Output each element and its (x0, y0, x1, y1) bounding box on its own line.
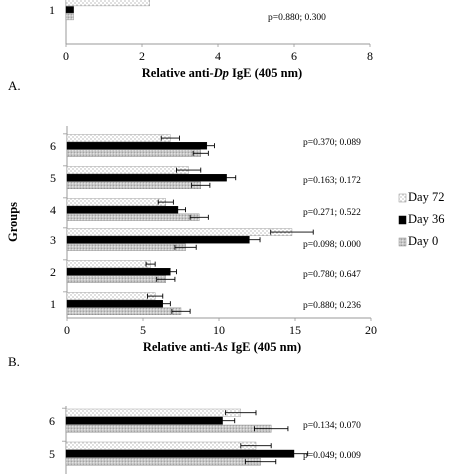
group-label-6: 6 (50, 139, 56, 153)
group-label-5: 5 (49, 447, 55, 461)
bar-day-72-group-3 (66, 228, 293, 236)
x-tick-label-15: 15 (289, 323, 301, 337)
x-axis-label-part: Relative anti- (143, 340, 215, 354)
x-axis-label-part: IgE (405 nm) (228, 340, 301, 354)
legend-label-day-36: Day 36 (408, 212, 444, 226)
bar-day-72-group-2 (66, 260, 151, 268)
bar-day-72-group-6 (66, 134, 171, 142)
bar-day-0-group-3 (66, 243, 186, 252)
bar-day-36-group-5 (65, 449, 295, 458)
bar-day-0-group-5 (65, 457, 261, 466)
bar-day-36-group-6 (65, 416, 223, 425)
p-value-group-2: p=0.780; 0.647 (303, 270, 361, 280)
bar-day-72-group-5 (66, 166, 189, 174)
group-label-1: 1 (49, 3, 55, 17)
bar-day-72-group-1 (65, 0, 150, 7)
p-value-group-5: p=0.049; 0.009 (303, 451, 361, 461)
bar-day-36-group-2 (66, 268, 171, 276)
bar-day-36-group-3 (66, 235, 250, 244)
bar-day-0-group-6 (66, 149, 201, 158)
legend: Day 72 Day 36 Day 0 (398, 190, 444, 248)
group-label-4: 4 (50, 203, 56, 217)
legend-swatch-day-36 (398, 215, 407, 225)
bar-day-0-group-6 (65, 424, 272, 433)
x-tick-label-8: 8 (367, 49, 373, 63)
x-tick-label-6: 6 (291, 49, 297, 63)
x-axis-label-part: Relative anti- (142, 66, 214, 80)
bar-day-72-group-1 (66, 292, 156, 300)
legend-swatch-day-72 (398, 193, 407, 203)
x-tick-label-0: 0 (64, 323, 70, 337)
p-value-group-6: p=0.134; 0.070 (303, 421, 361, 431)
bar-day-72-group-5 (65, 441, 257, 450)
x-tick-label-10: 10 (213, 323, 225, 337)
x-tick-label-5: 5 (140, 323, 146, 337)
legend-label-day-72: Day 72 (408, 190, 444, 204)
panel-label: B. (8, 354, 20, 369)
x-tick-label-2: 2 (139, 49, 145, 63)
legend-swatch-day-0 (398, 237, 407, 247)
bar-day-0-group-5 (66, 181, 201, 190)
p-value-group-3: p=0.098; 0.000 (303, 240, 361, 250)
p-value-group-6: p=0.370; 0.089 (303, 138, 361, 148)
bar-day-0-group-1 (66, 307, 182, 315)
group-label-6: 6 (49, 414, 55, 428)
x-axis-label-part: As (214, 340, 228, 354)
panel-c-chart: 5 p=0.049; 0.009 6 p=0.134; 0.070 (49, 406, 361, 474)
p-value-group-5: p=0.163; 0.172 (303, 176, 361, 186)
x-tick-label-20: 20 (365, 323, 377, 337)
bar-day-36-group-1 (65, 6, 74, 14)
x-axis-label-part: IgE (405 nm) (229, 66, 302, 80)
x-tick-label-0: 0 (63, 49, 69, 63)
panel-label: A. (8, 78, 21, 93)
x-axis-label: Relative anti-Dp IgE (405 nm) (142, 66, 302, 80)
p-value-group-1: p=0.880; 0.300 (268, 13, 326, 23)
bar-day-0-group-4 (66, 213, 200, 222)
bar-day-36-group-6 (66, 141, 208, 150)
p-value-group-4: p=0.271; 0.522 (303, 208, 361, 218)
x-axis-label-part: Dp (213, 66, 229, 80)
bar-day-0-group-2 (66, 275, 167, 283)
bar-day-0-group-1 (65, 13, 74, 21)
group-label-5: 5 (50, 171, 56, 185)
bar-day-72-group-4 (66, 198, 167, 206)
legend-label-day-0: Day 0 (408, 234, 438, 248)
group-label-3: 3 (50, 233, 56, 247)
x-tick-label-4: 4 (215, 49, 221, 63)
x-axis-label: Relative anti-As IgE (405 nm) (143, 340, 301, 354)
group-label-1: 1 (50, 297, 56, 311)
group-label-2: 2 (50, 265, 56, 279)
bar-day-36-group-4 (66, 205, 179, 214)
panel-b-chart: 1 p=0.880; 0.236 2 p=0.780; 0.647 3 p=0.098; … (6, 126, 377, 369)
bar-day-36-group-1 (66, 300, 163, 308)
panel-a-chart: 1 p=0.880; 0.300 0 2 4 6 8 Relative anti-Dp IgE… (8, 0, 373, 93)
y-axis-label: Groups (6, 202, 20, 242)
p-value-group-1: p=0.880; 0.236 (303, 301, 361, 311)
bar-day-36-group-5 (66, 173, 227, 182)
bar-day-72-group-6 (65, 408, 242, 417)
